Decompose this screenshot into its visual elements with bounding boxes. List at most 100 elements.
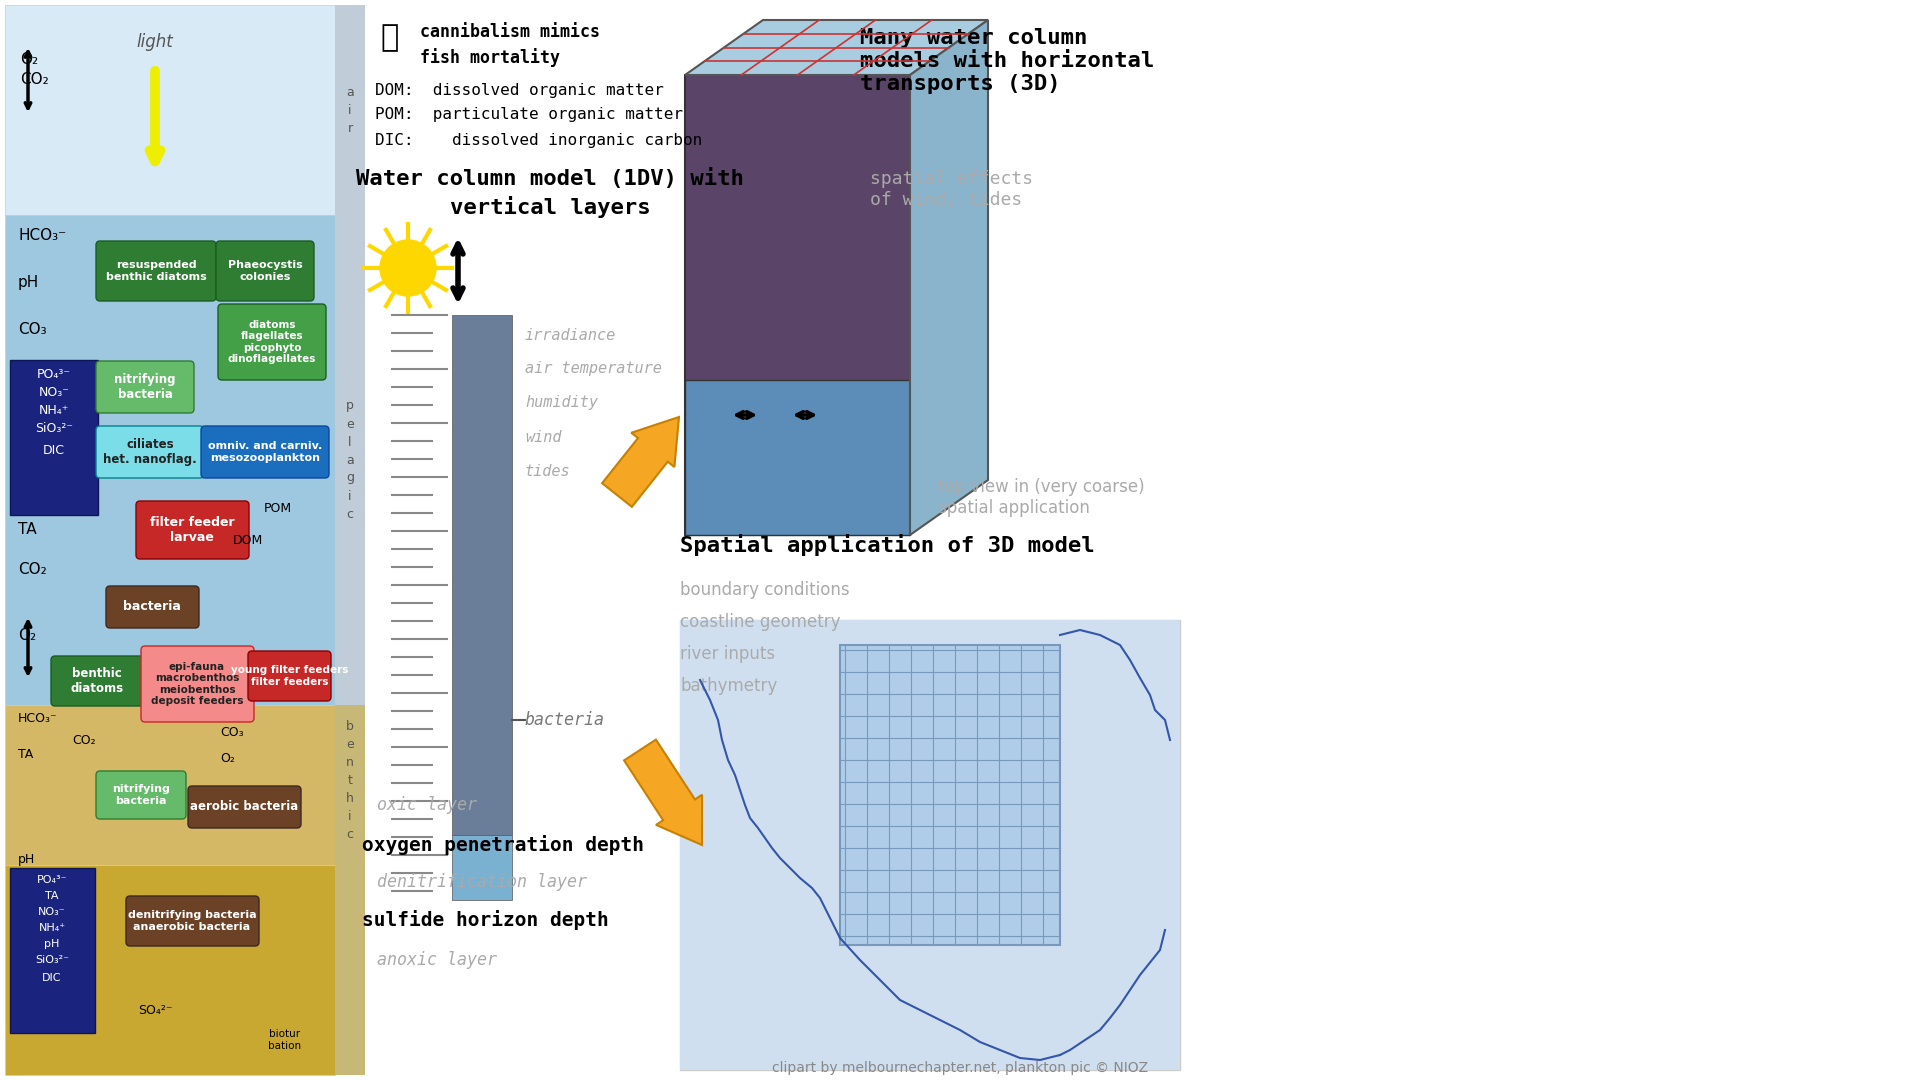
Text: wind: wind	[524, 430, 561, 445]
Bar	[6, 865, 334, 1075]
Text: coastline geometry: coastline geometry	[680, 613, 841, 631]
Text: tides: tides	[524, 463, 570, 478]
Text: biotur
bation: biotur bation	[269, 1029, 301, 1051]
Text: vertical layers: vertical layers	[449, 195, 651, 218]
Text: SiO₃²⁻: SiO₃²⁻	[35, 422, 73, 435]
Text: diatoms
flagellates
picophyto
dinoflagellates: diatoms flagellates picophyto dinoflagel…	[228, 320, 317, 364]
Text: Phaeocystis
colonies: Phaeocystis colonies	[228, 260, 301, 282]
Text: fish mortality: fish mortality	[420, 49, 561, 67]
FancyBboxPatch shape	[96, 426, 204, 478]
Text: TA: TA	[17, 523, 36, 538]
Text: anoxic layer: anoxic layer	[376, 951, 497, 969]
Text: CO₃: CO₃	[221, 727, 244, 740]
Text: oxic layer: oxic layer	[376, 796, 476, 814]
Text: nitrifying
bacteria: nitrifying bacteria	[115, 373, 177, 401]
Text: PO₄³⁻: PO₄³⁻	[36, 875, 67, 885]
Text: TA: TA	[17, 748, 33, 761]
FancyBboxPatch shape	[140, 646, 253, 723]
FancyBboxPatch shape	[188, 786, 301, 828]
Bar	[6, 5, 334, 215]
FancyBboxPatch shape	[96, 771, 186, 819]
Text: denitrifying bacteria
anaerobic bacteria: denitrifying bacteria anaerobic bacteria	[129, 910, 255, 932]
Text: NO₃⁻: NO₃⁻	[38, 907, 65, 917]
FancyBboxPatch shape	[96, 241, 215, 301]
Text: CO₂: CO₂	[19, 72, 48, 87]
Text: bacteria: bacteria	[123, 600, 180, 613]
Text: benthic
diatoms: benthic diatoms	[71, 667, 123, 696]
FancyBboxPatch shape	[136, 501, 250, 559]
FancyBboxPatch shape	[219, 303, 326, 380]
Text: SiO₃²⁻: SiO₃²⁻	[35, 955, 69, 966]
Bar	[680, 620, 1181, 1070]
FancyBboxPatch shape	[202, 426, 328, 478]
Text: omniv. and carniv.
mesozooplankton: omniv. and carniv. mesozooplankton	[207, 442, 323, 463]
FancyBboxPatch shape	[248, 651, 330, 701]
FancyBboxPatch shape	[96, 361, 194, 413]
Text: irradiance: irradiance	[524, 327, 616, 342]
Text: TA: TA	[46, 891, 60, 901]
Text: PO₄³⁻: PO₄³⁻	[36, 368, 71, 381]
FancyArrow shape	[603, 417, 680, 507]
Text: O₂: O₂	[17, 627, 36, 643]
Text: POM: POM	[263, 501, 292, 514]
Bar	[334, 5, 365, 705]
FancyBboxPatch shape	[215, 241, 315, 301]
Text: SO₄²⁻: SO₄²⁻	[138, 1003, 173, 1016]
Polygon shape	[910, 21, 989, 535]
Text: pH: pH	[17, 274, 38, 289]
Text: DIC: DIC	[42, 973, 61, 983]
Text: humidity: humidity	[524, 395, 597, 410]
Text: Water column model (1DV) with: Water column model (1DV) with	[355, 167, 743, 189]
Text: light: light	[136, 33, 173, 51]
Bar	[680, 620, 1181, 1070]
Text: HCO₃⁻: HCO₃⁻	[17, 228, 65, 243]
Text: bacteria: bacteria	[524, 711, 605, 729]
Text: oxygen penetration depth: oxygen penetration depth	[363, 835, 643, 855]
Text: air temperature: air temperature	[524, 362, 662, 377]
Text: clipart by melbournechapter.net, plankton pic © NIOZ: clipart by melbournechapter.net, plankto…	[772, 1061, 1148, 1075]
Text: spatial effects
of wind, tides: spatial effects of wind, tides	[870, 170, 1033, 208]
Text: DIC: DIC	[42, 444, 65, 457]
Text: NH₄⁺: NH₄⁺	[38, 923, 65, 933]
Bar	[685, 380, 910, 535]
Text: epi-fauna
macrobenthos
meiobenthos
deposit feeders: epi-fauna macrobenthos meiobenthos depos…	[152, 662, 244, 706]
Bar	[10, 868, 94, 1032]
Bar	[451, 315, 513, 835]
Text: DIC:    dissolved inorganic carbon: DIC: dissolved inorganic carbon	[374, 133, 703, 148]
Text: 🐟: 🐟	[380, 24, 399, 53]
FancyBboxPatch shape	[52, 656, 144, 706]
Bar	[6, 215, 334, 705]
Polygon shape	[685, 21, 989, 75]
Circle shape	[380, 240, 436, 296]
Text: denitrification layer: denitrification layer	[376, 873, 588, 891]
Text: ciliates
het. nanoflag.: ciliates het. nanoflag.	[104, 438, 198, 465]
Bar	[685, 75, 910, 535]
Text: a
i
r: a i r	[346, 85, 353, 135]
Text: Many water column
models with horizontal
transports (3D): Many water column models with horizontal…	[860, 28, 1154, 94]
Text: resuspended
benthic diatoms: resuspended benthic diatoms	[106, 260, 205, 282]
Text: NO₃⁻: NO₃⁻	[38, 387, 69, 400]
Text: filter feeder
larvae: filter feeder larvae	[150, 516, 234, 544]
Text: pH: pH	[17, 853, 35, 866]
Text: nitrifying
bacteria: nitrifying bacteria	[111, 784, 171, 806]
Bar	[10, 360, 98, 515]
Text: young filter feeders
filter feeders: young filter feeders filter feeders	[230, 665, 349, 687]
Text: DOM: DOM	[232, 534, 263, 546]
FancyBboxPatch shape	[127, 896, 259, 946]
FancyArrow shape	[624, 740, 703, 845]
Text: DOM:  dissolved organic matter: DOM: dissolved organic matter	[374, 82, 664, 97]
Text: cannibalism mimics: cannibalism mimics	[420, 23, 599, 41]
Text: CO₂: CO₂	[17, 563, 46, 578]
Text: O₂: O₂	[221, 752, 234, 765]
Text: top view in (very coarse)
spatial application: top view in (very coarse) spatial applic…	[939, 478, 1144, 517]
Text: river inputs: river inputs	[680, 645, 776, 663]
Text: boundary conditions: boundary conditions	[680, 581, 851, 599]
Text: NH₄⁺: NH₄⁺	[38, 405, 69, 418]
Text: aerobic bacteria: aerobic bacteria	[190, 800, 298, 813]
Bar	[451, 835, 513, 900]
Text: O₂: O₂	[19, 53, 38, 67]
Bar	[6, 705, 334, 865]
Text: pH: pH	[44, 939, 60, 949]
FancyBboxPatch shape	[106, 586, 200, 627]
Bar	[841, 645, 1060, 945]
